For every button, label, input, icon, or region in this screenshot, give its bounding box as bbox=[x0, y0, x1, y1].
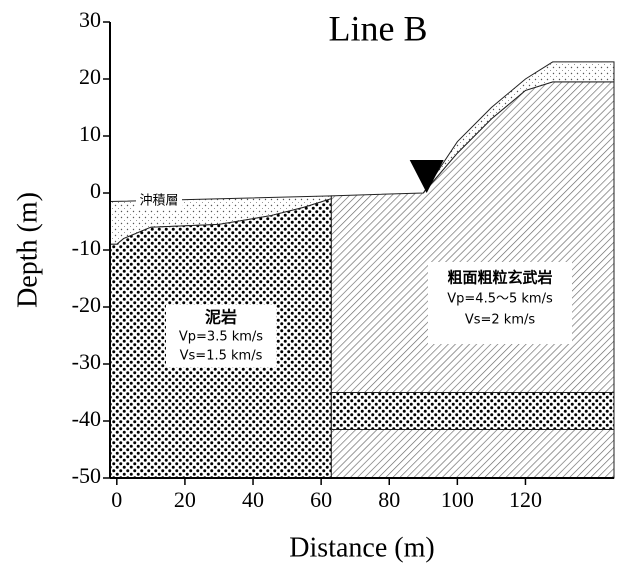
x-tick-label: 100 bbox=[441, 487, 474, 512]
y-axis-title: Depth (m) bbox=[12, 192, 43, 308]
x-tick-label: 80 bbox=[378, 487, 400, 512]
y-tick-label: -10 bbox=[72, 235, 101, 260]
annotation: Vs=2 km/s bbox=[465, 313, 536, 328]
y-tick-label: -20 bbox=[72, 292, 101, 317]
y-tick-label: -50 bbox=[72, 463, 101, 488]
y-tick-label: 30 bbox=[79, 7, 101, 32]
y-tick-label: -30 bbox=[72, 349, 101, 374]
x-tick-label: 60 bbox=[310, 487, 332, 512]
y-tick-label: 0 bbox=[90, 178, 101, 203]
annotation: 粗面粗粒玄武岩 bbox=[447, 269, 552, 287]
annotation: Vs=1.5 km/s bbox=[180, 349, 263, 364]
annotation: 沖積層 bbox=[139, 194, 178, 209]
x-tick-label: 0 bbox=[111, 487, 122, 512]
annotation: Vp=4.5～5 km/s bbox=[447, 292, 553, 307]
x-tick-label: 120 bbox=[509, 487, 542, 512]
layer bbox=[331, 430, 614, 478]
y-tick-label: 20 bbox=[79, 64, 101, 89]
chart-title: Line B bbox=[329, 8, 428, 48]
x-axis-title: Distance (m) bbox=[289, 532, 434, 563]
annotation: Vp=3.5 km/s bbox=[179, 330, 263, 345]
x-tick-label: 40 bbox=[242, 487, 264, 512]
y-tick-label: 10 bbox=[79, 121, 101, 146]
y-tick-label: -40 bbox=[72, 406, 101, 431]
layer bbox=[331, 393, 614, 430]
chart: Line B Distance (m) Depth (m) 3020100-10… bbox=[0, 0, 619, 572]
annotation: 泥岩 bbox=[205, 308, 237, 327]
x-tick-label: 20 bbox=[174, 487, 196, 512]
